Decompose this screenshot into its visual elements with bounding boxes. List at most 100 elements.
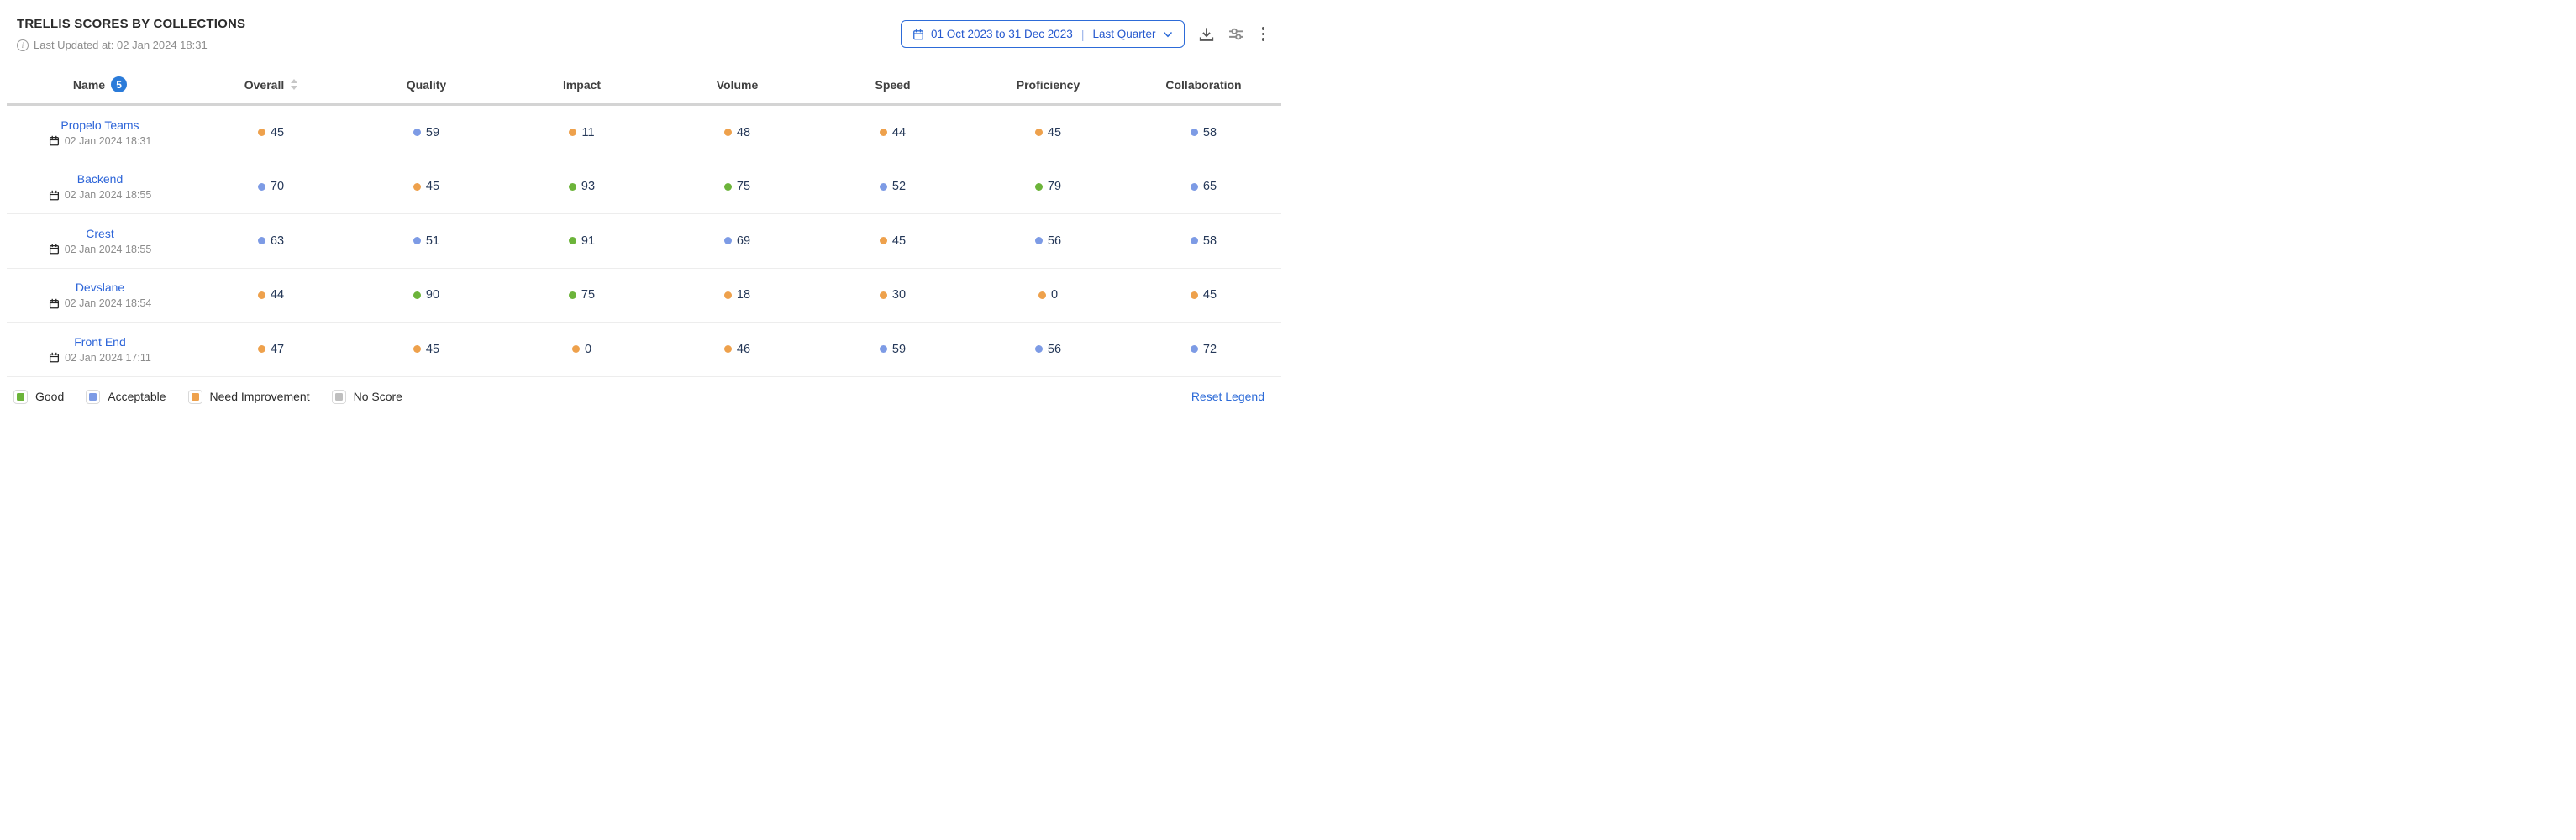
- collection-link[interactable]: Crest: [86, 226, 114, 240]
- name-cell: Propelo Teams 02 Jan 2024 18:31: [7, 118, 193, 147]
- score-status-dot: [568, 237, 576, 245]
- score-cell-volume[interactable]: 46: [660, 343, 815, 356]
- score-cell-impact[interactable]: 0: [504, 343, 660, 356]
- reset-legend-link[interactable]: Reset Legend: [1191, 390, 1264, 403]
- table-row: Backend 02 Jan 2024 18:55 70 45 93: [7, 160, 1281, 214]
- collection-link[interactable]: Devslane: [75, 281, 125, 295]
- score-value: 51: [425, 234, 440, 248]
- legend-label: No Score: [353, 390, 402, 403]
- sort-icon: [291, 79, 298, 90]
- score-cell-speed[interactable]: 59: [815, 343, 970, 356]
- score-cell-volume[interactable]: 18: [660, 288, 815, 302]
- date-preset-label: Last Quarter: [1092, 28, 1156, 40]
- settings-sliders-icon[interactable]: [1228, 26, 1244, 42]
- score-value: 58: [1202, 125, 1217, 139]
- score-status-dot: [257, 345, 265, 354]
- row-timestamp: 02 Jan 2024 18:55: [49, 243, 152, 255]
- score-cell-quality[interactable]: 90: [349, 288, 504, 302]
- score-status-dot: [1034, 345, 1043, 354]
- legend-item-good[interactable]: Good: [13, 389, 65, 404]
- score-cell-quality[interactable]: 59: [349, 126, 504, 139]
- score-status-dot: [879, 237, 887, 245]
- score-value: 56: [1047, 342, 1062, 356]
- score-cell-speed[interactable]: 52: [815, 180, 970, 193]
- score-cell-volume[interactable]: 48: [660, 126, 815, 139]
- score-cell-collaboration[interactable]: 72: [1126, 343, 1281, 356]
- score-status-dot: [1190, 129, 1198, 137]
- score-cell-collaboration[interactable]: 58: [1126, 234, 1281, 248]
- collection-link[interactable]: Front End: [74, 334, 126, 349]
- score-cell-impact[interactable]: 11: [504, 126, 660, 139]
- score-value: 45: [425, 342, 440, 356]
- score-cell-quality[interactable]: 45: [349, 180, 504, 193]
- score-value: 65: [1202, 180, 1217, 194]
- date-range-text: 01 Oct 2023 to 31 Dec 2023: [930, 28, 1073, 40]
- info-icon: i: [17, 39, 29, 51]
- score-cell-proficiency[interactable]: 79: [970, 180, 1126, 193]
- row-timestamp: 02 Jan 2024 18:54: [49, 297, 151, 309]
- column-header-overall[interactable]: Overall: [193, 78, 349, 92]
- score-value: 44: [270, 288, 285, 302]
- more-vertical-icon[interactable]: [1259, 25, 1269, 43]
- score-value: 47: [270, 342, 285, 356]
- calendar-icon: [49, 244, 60, 255]
- timestamp-text: 02 Jan 2024 18:55: [64, 243, 152, 255]
- column-header-name: Name 5: [7, 76, 193, 92]
- score-value: 91: [581, 234, 596, 248]
- score-value: 59: [891, 342, 907, 356]
- column-label: Collaboration: [1165, 77, 1242, 92]
- score-status-dot: [257, 237, 265, 245]
- legend-item-no-score[interactable]: No Score: [331, 389, 402, 404]
- score-value: 11: [581, 125, 595, 139]
- legend-label: Good: [35, 390, 65, 403]
- score-cell-overall[interactable]: 44: [193, 288, 349, 302]
- score-cell-quality[interactable]: 45: [349, 343, 504, 356]
- score-cell-quality[interactable]: 51: [349, 234, 504, 248]
- score-cell-impact[interactable]: 91: [504, 234, 660, 248]
- collection-link[interactable]: Propelo Teams: [60, 118, 139, 132]
- score-cell-speed[interactable]: 30: [815, 288, 970, 302]
- calendar-icon: [912, 29, 924, 40]
- score-cell-volume[interactable]: 75: [660, 180, 815, 193]
- score-cell-volume[interactable]: 69: [660, 234, 815, 248]
- legend-item-need-improvement[interactable]: Need Improvement: [187, 389, 310, 404]
- score-cell-overall[interactable]: 47: [193, 343, 349, 356]
- score-status-dot: [1034, 237, 1043, 245]
- score-cell-proficiency[interactable]: 56: [970, 343, 1126, 356]
- button-divider: |: [1080, 27, 1085, 41]
- score-cell-overall[interactable]: 70: [193, 180, 349, 193]
- score-value: 70: [270, 180, 285, 194]
- download-icon[interactable]: [1199, 27, 1214, 42]
- score-cell-overall[interactable]: 45: [193, 126, 349, 139]
- score-cell-collaboration[interactable]: 45: [1126, 288, 1281, 302]
- score-cell-collaboration[interactable]: 65: [1126, 180, 1281, 193]
- score-cell-impact[interactable]: 93: [504, 180, 660, 193]
- score-value: 0: [1050, 288, 1059, 302]
- legend-item-acceptable[interactable]: Acceptable: [86, 389, 166, 404]
- calendar-icon: [49, 298, 60, 309]
- score-cell-speed[interactable]: 44: [815, 126, 970, 139]
- score-status-dot: [413, 345, 421, 354]
- score-cell-overall[interactable]: 63: [193, 234, 349, 248]
- title-block: TRELLIS SCORES BY COLLECTIONS i Last Upd…: [17, 17, 245, 51]
- score-value: 59: [425, 125, 440, 139]
- toolbar: 01 Oct 2023 to 31 Dec 2023 | Last Quarte…: [900, 20, 1269, 48]
- score-value: 45: [891, 234, 907, 248]
- column-header-collaboration: Collaboration: [1126, 78, 1281, 92]
- score-cell-proficiency[interactable]: 0: [970, 288, 1126, 302]
- calendar-icon: [49, 190, 60, 201]
- score-cell-proficiency[interactable]: 45: [970, 126, 1126, 139]
- score-value: 0: [584, 342, 592, 356]
- name-cell: Backend 02 Jan 2024 18:55: [7, 172, 193, 201]
- score-status-dot: [723, 182, 732, 191]
- column-label: Quality: [406, 77, 447, 92]
- legend-swatch-box: [331, 389, 346, 404]
- score-cell-proficiency[interactable]: 56: [970, 234, 1126, 248]
- date-range-button[interactable]: 01 Oct 2023 to 31 Dec 2023 | Last Quarte…: [900, 20, 1185, 48]
- table-row: Crest 02 Jan 2024 18:55 63 51 91: [7, 214, 1281, 269]
- collection-link[interactable]: Backend: [76, 172, 124, 186]
- last-updated: i Last Updated at: 02 Jan 2024 18:31: [17, 39, 245, 51]
- score-cell-impact[interactable]: 75: [504, 288, 660, 302]
- score-cell-collaboration[interactable]: 58: [1126, 126, 1281, 139]
- score-cell-speed[interactable]: 45: [815, 234, 970, 248]
